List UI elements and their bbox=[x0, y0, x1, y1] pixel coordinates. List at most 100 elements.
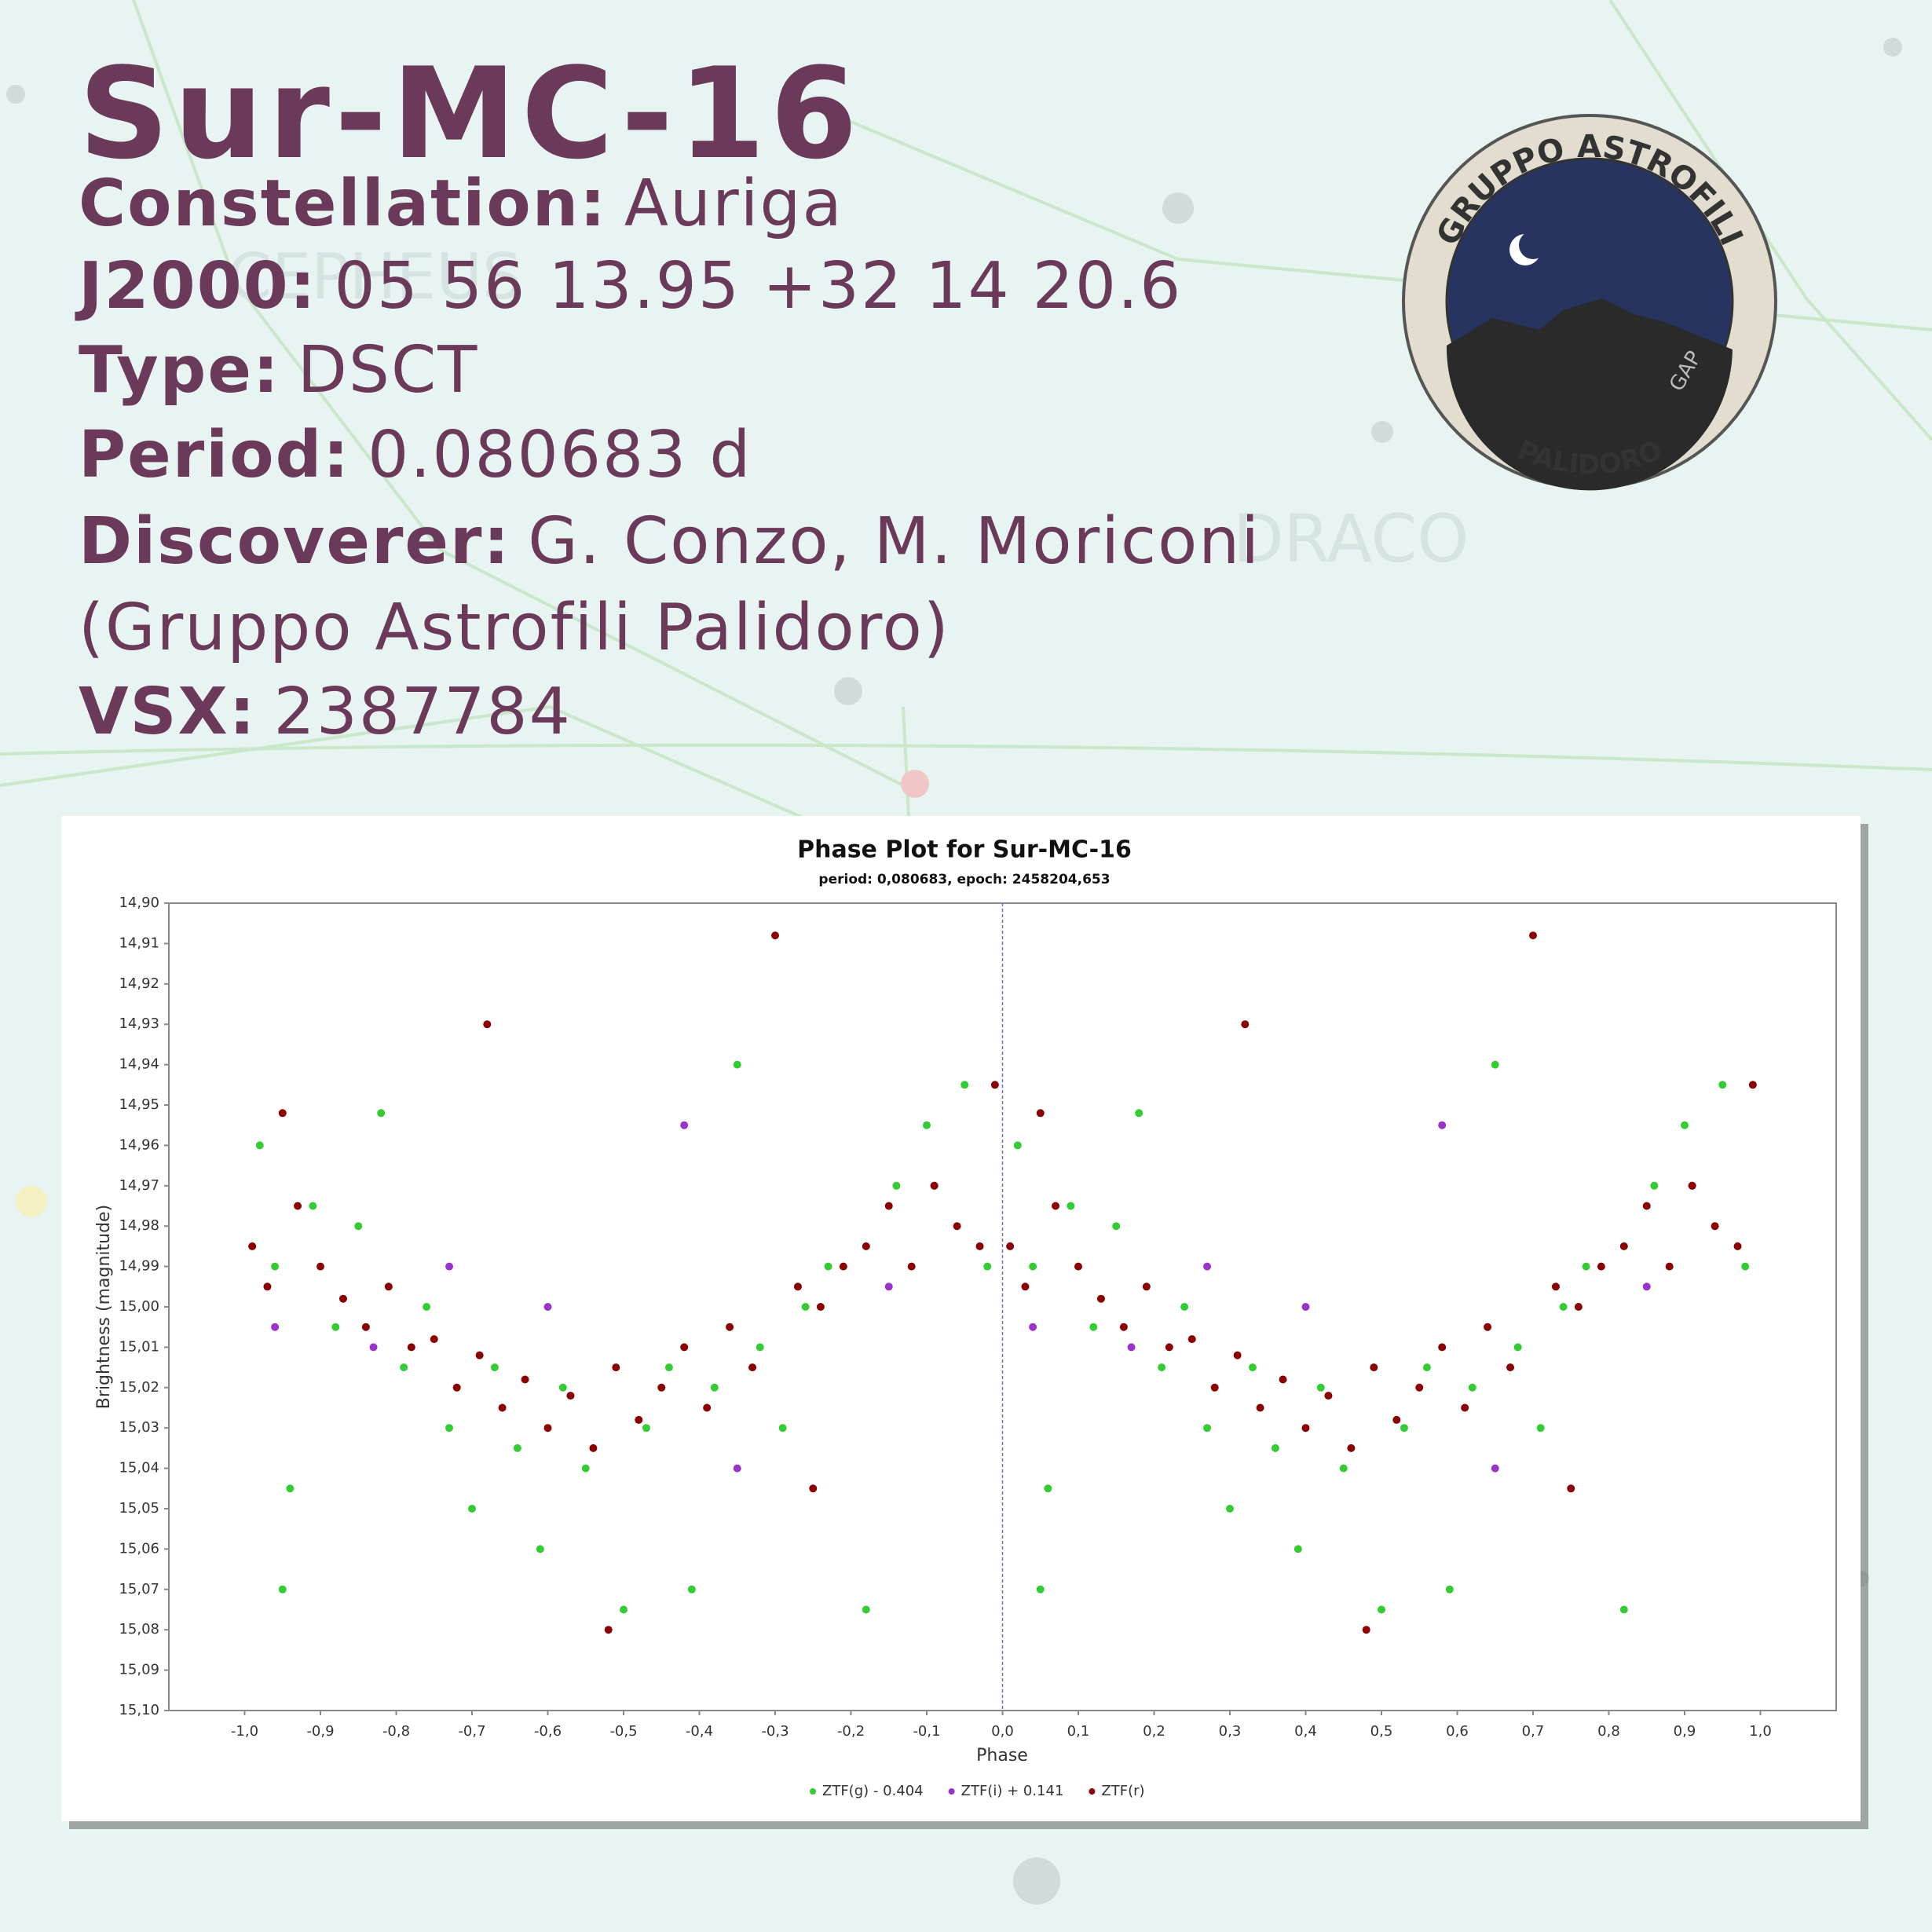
data-point bbox=[271, 1262, 280, 1271]
x-tick-label: 0,5 bbox=[1370, 1723, 1393, 1740]
y-tick-label: 14,93 bbox=[119, 1015, 159, 1032]
data-point bbox=[1491, 1060, 1499, 1069]
data-point bbox=[710, 1383, 719, 1392]
data-point bbox=[1036, 1585, 1045, 1594]
data-point bbox=[907, 1262, 916, 1271]
info-value: 0.080683 d bbox=[368, 418, 752, 492]
data-point bbox=[309, 1202, 317, 1210]
data-point bbox=[423, 1303, 431, 1311]
star bbox=[901, 770, 929, 798]
data-point bbox=[756, 1343, 764, 1352]
data-point bbox=[263, 1283, 272, 1291]
data-point bbox=[1370, 1363, 1378, 1372]
data-point bbox=[1210, 1383, 1219, 1392]
data-point bbox=[657, 1383, 666, 1392]
main-title: Sur-MC-16 bbox=[79, 40, 862, 187]
data-point bbox=[620, 1605, 628, 1614]
data-point bbox=[1415, 1383, 1424, 1392]
star bbox=[834, 677, 862, 705]
data-point bbox=[687, 1585, 696, 1594]
data-point bbox=[1582, 1262, 1590, 1271]
x-tick-label: 0,0 bbox=[991, 1723, 1014, 1740]
data-point bbox=[384, 1283, 393, 1291]
info-line: VSX: 2387784 bbox=[79, 675, 572, 749]
data-point bbox=[445, 1424, 454, 1433]
y-tick-label: 14,90 bbox=[119, 895, 159, 911]
data-point bbox=[1021, 1283, 1030, 1291]
data-point bbox=[1438, 1121, 1447, 1129]
data-point bbox=[543, 1303, 552, 1311]
data-point bbox=[642, 1424, 650, 1433]
legend-marker bbox=[810, 1788, 816, 1795]
data-point bbox=[862, 1242, 870, 1250]
data-point bbox=[1279, 1375, 1287, 1384]
data-point bbox=[377, 1109, 386, 1118]
y-tick-label: 15,10 bbox=[119, 1702, 159, 1718]
data-point bbox=[1112, 1222, 1121, 1231]
data-point bbox=[1096, 1294, 1105, 1303]
legend: ZTF(g) - 0.404 ZTF(i) + 0.141 ZTF(r) bbox=[810, 1783, 1145, 1799]
y-tick-label: 15,07 bbox=[119, 1581, 159, 1597]
data-point bbox=[612, 1363, 620, 1372]
info-fields: Constellation: Auriga J2000: 05 56 13.95 +3… bbox=[75, 166, 1261, 749]
data-point bbox=[400, 1363, 408, 1372]
data-point bbox=[930, 1181, 939, 1190]
data-point bbox=[1681, 1121, 1689, 1129]
data-point bbox=[354, 1222, 363, 1231]
x-tick-label: -1,0 bbox=[231, 1723, 258, 1740]
data-point bbox=[369, 1343, 378, 1352]
legend-marker bbox=[1089, 1788, 1096, 1795]
legend-label: ZTF(g) - 0.404 bbox=[822, 1783, 924, 1799]
y-tick-label: 14,95 bbox=[119, 1096, 159, 1113]
plot: 14,90 14,91 14,92 14,93 14,94 14,95 14,96 14,97… bbox=[119, 895, 1771, 1740]
data-point bbox=[884, 1283, 893, 1291]
data-point bbox=[1044, 1484, 1052, 1493]
data-point bbox=[1203, 1424, 1212, 1433]
data-point bbox=[1127, 1343, 1136, 1352]
data-point bbox=[1688, 1181, 1696, 1190]
y-tick-label: 15,09 bbox=[119, 1662, 159, 1678]
info-value: G. Conzo, M. Moriconi bbox=[528, 504, 1261, 579]
data-point bbox=[1347, 1444, 1356, 1452]
y-tick-label: 14,98 bbox=[119, 1217, 159, 1234]
legend-marker bbox=[948, 1788, 955, 1795]
y-tick-label: 15,05 bbox=[119, 1500, 159, 1517]
data-point bbox=[1339, 1464, 1348, 1473]
data-point bbox=[475, 1351, 484, 1359]
info-key: Discoverer: bbox=[79, 504, 510, 579]
data-point bbox=[452, 1383, 461, 1392]
logo-moon-shadow bbox=[1519, 231, 1547, 259]
data-point bbox=[1036, 1109, 1045, 1118]
x-tick-label: 0,9 bbox=[1674, 1723, 1696, 1740]
star bbox=[1162, 192, 1194, 224]
data-point bbox=[1187, 1335, 1196, 1344]
data-point bbox=[892, 1181, 901, 1190]
star bbox=[16, 1186, 47, 1217]
data-point bbox=[862, 1605, 870, 1614]
data-point bbox=[483, 1020, 492, 1029]
info-affiliation: (Gruppo Astrofili Palidoro) bbox=[79, 591, 950, 665]
x-tick-label: -0,7 bbox=[458, 1723, 485, 1740]
data-point bbox=[1089, 1323, 1098, 1331]
x-tick-label: -0,4 bbox=[686, 1723, 713, 1740]
data-point bbox=[498, 1403, 507, 1412]
data-point bbox=[1422, 1363, 1431, 1372]
data-point bbox=[1142, 1283, 1151, 1291]
data-point bbox=[338, 1294, 347, 1303]
x-tick-label: -0,5 bbox=[609, 1723, 637, 1740]
data-point bbox=[589, 1444, 598, 1452]
x-tick-label: 0,4 bbox=[1294, 1723, 1317, 1740]
y-tick-label: 15,03 bbox=[119, 1419, 159, 1436]
y-tick-label: 15,04 bbox=[119, 1460, 159, 1476]
data-point bbox=[664, 1363, 673, 1372]
data-point bbox=[294, 1202, 302, 1210]
x-tick-label: 0,3 bbox=[1219, 1723, 1242, 1740]
info-line: Constellation: Auriga bbox=[79, 166, 843, 241]
x-tick-label: -0,3 bbox=[761, 1723, 789, 1740]
data-point bbox=[733, 1464, 741, 1473]
info-line: Discoverer: G. Conzo, M. Moriconi bbox=[79, 504, 1261, 579]
data-point bbox=[1074, 1262, 1082, 1271]
data-point bbox=[953, 1222, 961, 1231]
info-key: Constellation: bbox=[79, 166, 607, 241]
y-tick-label: 14,99 bbox=[119, 1258, 159, 1275]
